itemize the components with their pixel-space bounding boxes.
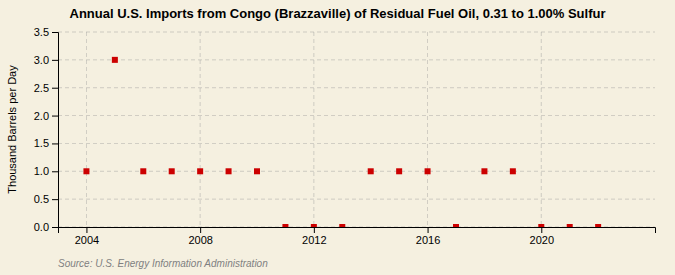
grid-line-x: [200, 32, 201, 227]
grid-line-x: [427, 32, 428, 227]
point: [425, 168, 431, 174]
x-axis-tick-mark: [428, 227, 429, 233]
points: [83, 57, 601, 227]
point: [481, 168, 487, 174]
grid-line-x: [313, 32, 314, 227]
y-axis-tick-mark: [52, 171, 58, 172]
grid-line-y: [58, 143, 655, 144]
grid-line-y: [58, 115, 655, 116]
x-axis-tick: 2016: [416, 227, 440, 246]
grid-line-y: [58, 87, 655, 88]
y-axis-tick-mark: [52, 116, 58, 117]
y-axis-tick-mark: [52, 88, 58, 89]
grid-line-y: [58, 199, 655, 200]
point: [140, 168, 146, 174]
y-axis-tick: 2.5: [34, 82, 58, 94]
point: [197, 168, 203, 174]
y-axis-tick-mark: [52, 143, 58, 144]
y-axis-tick-label: 0.5: [34, 193, 49, 205]
point: [254, 168, 260, 174]
x-axis-tick-label: 2008: [188, 234, 212, 246]
grid: [58, 32, 655, 227]
y-axis-tick-label: 3.5: [34, 26, 49, 38]
x-axis-tick-mark: [314, 227, 315, 233]
x-axis-line: [59, 228, 656, 234]
point: [282, 224, 288, 227]
y-axis-tick-label: 0.0: [34, 221, 49, 233]
source-note: Source: U.S. Energy Information Administ…: [58, 258, 268, 269]
y-axis-tick-mark: [52, 199, 58, 200]
y-axis: 0.0 0.5 1.0 1.5 2.0 2.5 3.0 3.5: [34, 26, 59, 233]
point: [595, 224, 601, 227]
y-axis-tick-label: 1.5: [34, 137, 49, 149]
point: [538, 224, 544, 227]
x-axis-tick: 2020: [530, 227, 554, 246]
point: [510, 168, 516, 174]
y-axis-tick-label: 3.0: [34, 54, 49, 66]
y-axis-tick: 3.5: [34, 26, 58, 38]
point: [567, 224, 573, 227]
x-axis-tick: 2008: [188, 227, 212, 246]
grid-line-x: [86, 32, 87, 227]
y-axis-tick-mark: [52, 227, 58, 228]
grid-line-y: [58, 171, 655, 172]
y-axis-tick-label: 2.0: [34, 110, 49, 122]
x-axis-tick-mark: [200, 227, 201, 233]
y-axis-tick: 0.0: [34, 221, 58, 233]
point: [83, 168, 89, 174]
point: [226, 168, 232, 174]
y-axis-tick-mark: [52, 60, 58, 61]
y-axis-tick-mark: [52, 32, 58, 33]
point: [112, 57, 118, 63]
y-axis-tick: 1.0: [34, 165, 58, 177]
point: [311, 224, 317, 227]
x-axis-tick-label: 2004: [75, 234, 99, 246]
x-axis-tick-mark: [86, 227, 87, 233]
y-axis-tick: 3.0: [34, 54, 58, 66]
y-axis-tick-label: 1.0: [34, 165, 49, 177]
point: [339, 224, 345, 227]
point: [169, 168, 175, 174]
y-axis-tick: 0.5: [34, 193, 58, 205]
title: Annual U.S. Imports from Congo (Brazzavi…: [70, 6, 606, 21]
grid-line-y: [58, 59, 655, 60]
chart-svg: 2004 2008 2012 2016 2020 0.0 0.5 1.0 1.5 2.0 2.5 3.…: [0, 0, 675, 275]
plot-area: 2004 2008 2012 2016 2020 0.0 0.5 1.0 1.5 2.0 2.5 3.…: [34, 26, 656, 246]
x-axis-tick: 2012: [302, 227, 326, 246]
y-axis-tick-label: 2.5: [34, 82, 49, 94]
y-axis-tick: 1.5: [34, 137, 58, 149]
x-axis-tick: 2004: [75, 227, 99, 246]
x-axis-tick-mark: [541, 227, 542, 233]
grid-line-y: [58, 32, 655, 33]
x-axis-tick-label: 2020: [530, 234, 554, 246]
y-axis-title: Thousand Barrels per Day: [6, 65, 18, 194]
x-axis-tick-label: 2012: [302, 234, 326, 246]
point: [368, 168, 374, 174]
y-axis-tick: 2.0: [34, 110, 58, 122]
point: [396, 168, 402, 174]
grid-line-x: [541, 32, 542, 227]
point: [453, 224, 459, 227]
x-axis: 2004 2008 2012 2016 2020: [59, 227, 656, 246]
y-axis-line: [52, 33, 59, 228]
x-axis-tick-label: 2016: [416, 234, 440, 246]
